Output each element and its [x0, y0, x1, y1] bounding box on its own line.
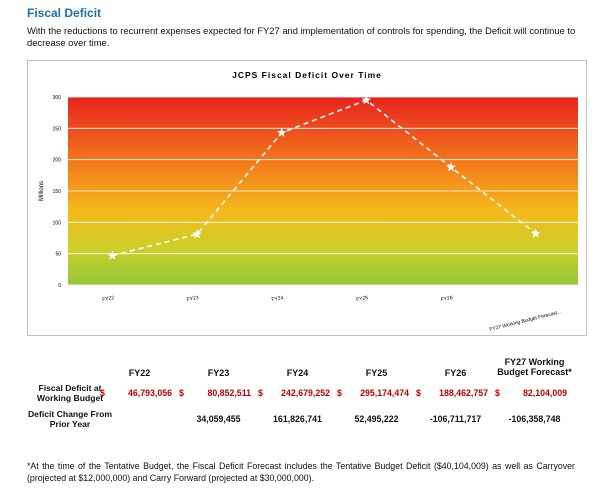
- column-header: FY25: [365, 368, 388, 378]
- heading: Fiscal Deficit: [27, 6, 102, 20]
- column-header: FY22: [128, 368, 151, 378]
- point-marker: [107, 250, 118, 260]
- point-marker: [361, 95, 372, 105]
- column-header: FY27 Working Budget Forecast*: [497, 357, 572, 377]
- line: [112, 99, 537, 257]
- point-marker: [530, 228, 541, 238]
- currency-sign: $: [100, 388, 105, 398]
- currency-sign: $: [495, 388, 500, 398]
- y-tick-label: 150: [53, 189, 62, 195]
- row-label: Deficit Change From Prior Year: [27, 409, 113, 429]
- value: 34,059,455: [196, 414, 241, 424]
- x-tick-label: FY24: [271, 295, 284, 303]
- value-cell: $295,174,474: [337, 388, 409, 399]
- value: 46,793,056: [127, 388, 172, 398]
- point-marker: [192, 229, 202, 239]
- value-cell: $80,852,511: [179, 388, 251, 399]
- value-cell: $46,793,056: [100, 388, 172, 399]
- currency-sign: $: [179, 388, 184, 398]
- y-tick-label: 0: [58, 283, 61, 289]
- value: 161,826,741: [273, 414, 322, 424]
- column-header: FY23: [207, 368, 230, 378]
- value: 188,462,757: [439, 388, 488, 398]
- x-tick-label: FY26: [440, 295, 453, 303]
- value-cell: $188,462,757: [416, 388, 488, 399]
- currency-sign: $: [416, 388, 421, 398]
- value: 80,852,511: [207, 388, 251, 398]
- value: -106,358,748: [508, 414, 561, 424]
- value: 242,679,252: [281, 388, 330, 398]
- y-tick-label: 300: [53, 95, 62, 101]
- x-tick-label: FY22: [102, 295, 115, 303]
- currency-sign: $: [337, 388, 342, 398]
- value: 295,174,474: [360, 388, 409, 398]
- y-tick-label: 250: [53, 126, 62, 132]
- y-tick-label: 50: [55, 252, 61, 258]
- point-marker: [446, 162, 456, 172]
- chart-title: JCPS Fiscal Deficit Over Time: [232, 70, 382, 80]
- currency-sign: $: [258, 388, 263, 398]
- intro-text: With the reductions to recurrent expense…: [27, 25, 576, 48]
- column-header: FY26: [444, 368, 467, 378]
- value: 52,495,222: [354, 414, 399, 424]
- column-header: FY24: [286, 368, 309, 378]
- value: -106,711,717: [429, 414, 482, 424]
- y-tick-label: 200: [53, 158, 62, 164]
- chart: JCPS Fiscal Deficit Over Time Millions 0…: [27, 60, 587, 336]
- point-marker: [276, 127, 287, 137]
- value-cell: $82,104,009: [495, 388, 567, 399]
- value-cell: $242,679,252: [258, 388, 330, 399]
- row-label: Fiscal Deficit at Working Budget: [36, 383, 104, 403]
- footnote: *At the time of the Tentative Budget, th…: [27, 461, 575, 483]
- y-tick-label: 100: [53, 220, 62, 226]
- y-axis-label: Millions: [39, 181, 45, 201]
- value: 82,104,009: [522, 388, 567, 398]
- x-tick-label: FY23: [186, 295, 199, 303]
- x-tick-label: FY25: [356, 295, 369, 303]
